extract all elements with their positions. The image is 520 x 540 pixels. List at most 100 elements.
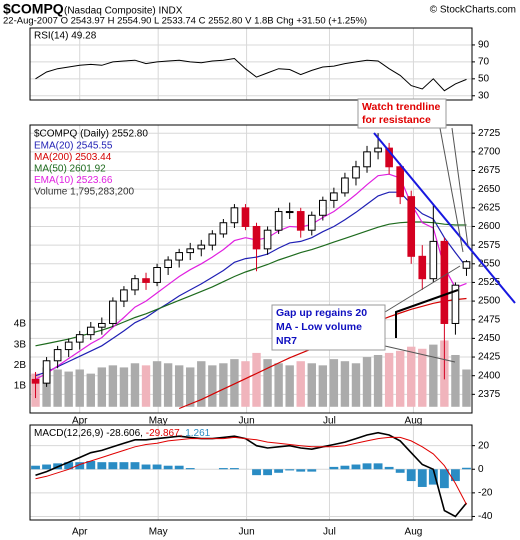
annotation-box <box>357 98 447 129</box>
volume-bar <box>97 367 107 407</box>
candle-body <box>120 289 128 302</box>
candle-body <box>109 300 117 324</box>
candle-body <box>341 177 349 194</box>
y-tick-label: 2575 <box>478 240 501 251</box>
pointer-line <box>384 345 456 363</box>
candle-body <box>53 349 62 362</box>
candle-body <box>86 326 95 336</box>
legend-entry: 1.261 <box>185 428 210 439</box>
moving-average-line <box>35 173 467 380</box>
macd-histogram-bar <box>351 464 361 470</box>
panel-frame <box>29 124 473 414</box>
legend-entry: EMA(10) 2523.66 <box>34 175 113 186</box>
legend-entry: -28.606, <box>106 428 143 439</box>
y-tick-label: 90 <box>478 40 490 51</box>
x-tick-label: Jun <box>239 527 255 538</box>
macd-histogram-bar <box>185 468 195 470</box>
y-tick-label: -20 <box>478 487 493 498</box>
candle-body <box>440 240 449 324</box>
macd-histogram-bar <box>230 468 239 470</box>
y2-tick-label: 2B <box>14 360 27 371</box>
macd-histogram-bar <box>285 469 295 471</box>
volume-bar <box>163 363 173 407</box>
y-tick-label: 2600 <box>478 221 501 232</box>
candle-body <box>75 334 84 343</box>
candle-body <box>175 252 183 261</box>
annotation-text: Gap up regains 20 <box>276 307 367 319</box>
candle-body <box>98 322 106 328</box>
volume-bar <box>362 357 372 407</box>
x-tick-label: Jul <box>323 527 336 538</box>
macd-histogram-bar <box>108 462 118 470</box>
macd-line <box>35 436 467 505</box>
macd-histogram-bar <box>395 469 405 473</box>
volume-bar <box>186 367 195 407</box>
volume-bar <box>318 365 328 407</box>
panel-frame <box>29 424 473 521</box>
x-tick-label: Aug <box>405 416 423 427</box>
moving-average-line <box>35 191 467 377</box>
y-tick-label: 2475 <box>478 314 501 325</box>
x-tick-label: Apr <box>72 416 88 427</box>
macd-histogram-bar <box>428 469 438 485</box>
candle-body <box>64 341 73 351</box>
candle-body <box>296 211 305 231</box>
macd-histogram-bar <box>340 465 350 470</box>
pointer-line <box>439 127 464 253</box>
volume-bar <box>64 371 73 407</box>
candle-body <box>319 199 327 216</box>
candle-body <box>429 240 438 280</box>
macd-histogram-bar <box>384 466 394 470</box>
y-tick-label: 70 <box>478 57 490 68</box>
volume-bar <box>174 365 184 407</box>
volume-bar <box>53 369 62 407</box>
legend-entry: Volume 1,795,283,200 <box>34 187 135 198</box>
candle-body <box>285 211 294 214</box>
volume-bar <box>395 350 405 407</box>
y-tick-label: 20 <box>478 440 490 451</box>
candle-body <box>153 267 161 283</box>
candle-body <box>307 214 316 231</box>
volume-bar <box>152 361 162 407</box>
volume-bar <box>263 359 272 407</box>
macd-histogram-bar <box>252 469 261 476</box>
y2-tick-label: 3B <box>14 339 27 350</box>
y-tick-label: 2700 <box>478 147 501 158</box>
panel-frame <box>29 27 473 101</box>
volume-bar <box>307 363 316 407</box>
plot-layer: Apr May Jun Jul Aug Apr May Jun Jul Aug 30 50 70 90 23… <box>14 27 501 538</box>
volume-bar <box>418 348 427 407</box>
rsi-line <box>35 57 467 92</box>
candle-body <box>407 196 416 257</box>
macd-histogram-bar <box>439 469 449 489</box>
candle-body <box>352 166 360 179</box>
x-tick-label: Jun <box>239 416 255 427</box>
candle-body <box>230 207 239 224</box>
candle-body <box>363 151 371 168</box>
y-tick-label: 2500 <box>478 296 501 307</box>
volume-bar <box>108 365 118 407</box>
candle-body <box>186 248 195 254</box>
candle-body <box>42 360 51 384</box>
macd-line <box>35 431 468 518</box>
volume-bar <box>197 361 206 407</box>
trendline <box>373 132 516 304</box>
y-tick-label: 50 <box>478 73 490 84</box>
candle-body <box>385 147 393 168</box>
y2-tick-label: 1B <box>14 381 27 392</box>
x-tick-label: May <box>149 416 168 427</box>
candle-body <box>263 229 272 250</box>
legend-entry: MACD(12,26,9) <box>34 428 103 439</box>
volume-bar <box>75 369 84 407</box>
gap-outline <box>395 289 459 338</box>
candle-body <box>164 259 172 269</box>
annotation-text: NR7 <box>276 335 297 347</box>
pointer-line <box>384 265 461 313</box>
macd-histogram-bar <box>152 464 162 470</box>
volume-bar <box>462 369 471 407</box>
macd-histogram-bar <box>42 464 51 470</box>
macd-histogram-bar <box>174 465 184 470</box>
y-tick-label: 2400 <box>478 370 501 381</box>
y-tick-label: -40 <box>478 511 493 522</box>
x-tick-label: Aug <box>405 527 423 538</box>
